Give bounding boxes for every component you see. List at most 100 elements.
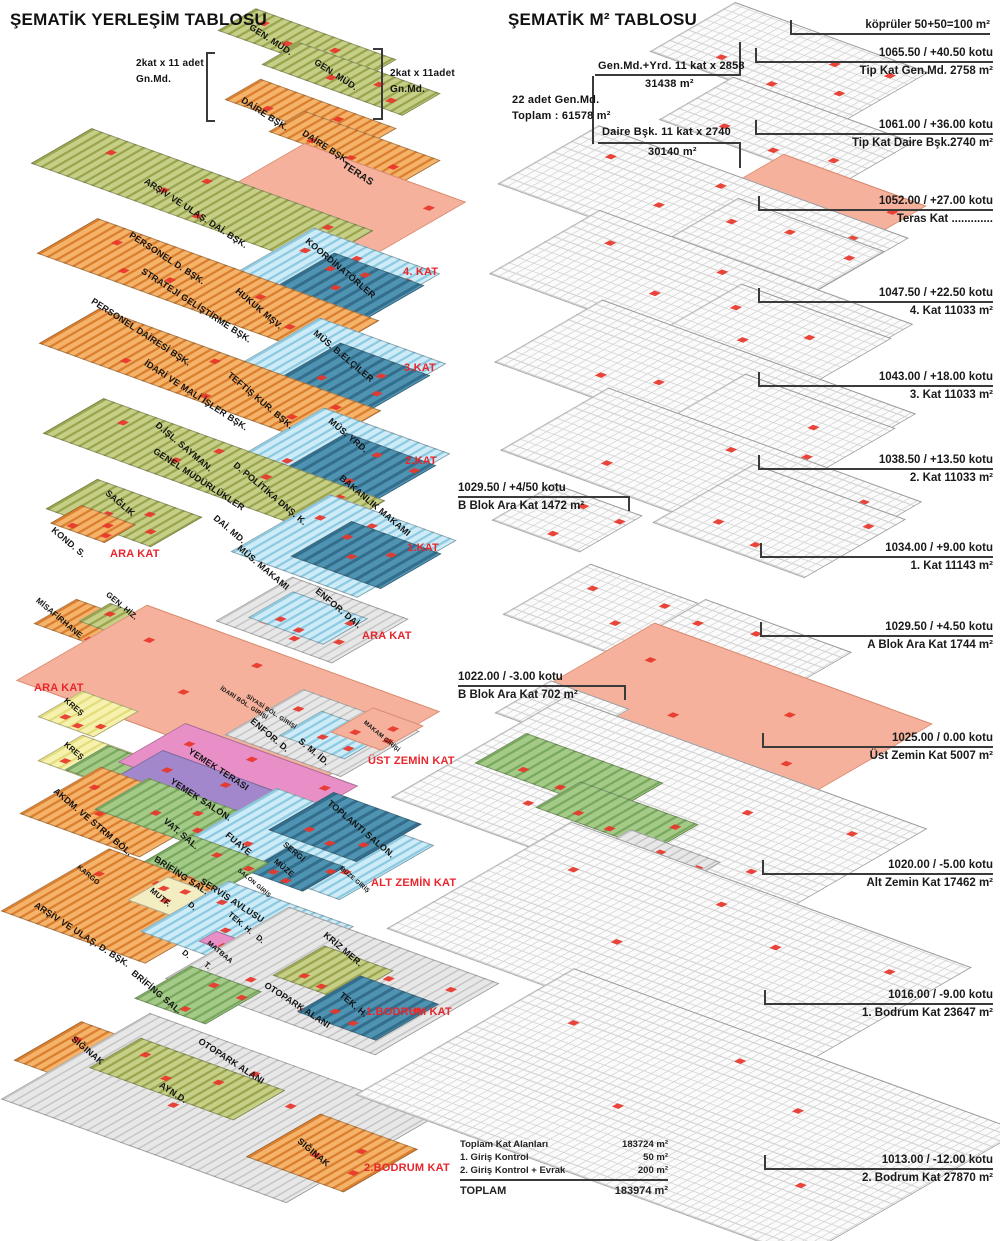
bracket-line bbox=[739, 42, 741, 76]
red-accent bbox=[567, 866, 580, 873]
red-accent bbox=[600, 459, 614, 466]
summary-table: Toplam Kat Alanları 183724 m² 1. Giriş Kon… bbox=[460, 1138, 668, 1199]
bracket-line bbox=[739, 142, 741, 168]
bracket-line bbox=[206, 52, 215, 54]
red-accent bbox=[741, 809, 754, 816]
level-callout: 1038.50 / +13.50 kotu 2. Kat 11033 m² bbox=[758, 453, 993, 485]
red-accent bbox=[101, 522, 114, 529]
red-accent bbox=[292, 627, 305, 633]
red-accent bbox=[769, 945, 782, 951]
red-accent bbox=[845, 831, 858, 837]
callout-elevation: 1065.50 / +40.50 kotu bbox=[878, 47, 993, 59]
red-accent bbox=[212, 1079, 225, 1086]
red-accent bbox=[116, 419, 129, 426]
callout-elevation: 1029.50 / +4.50 kotu bbox=[885, 621, 993, 633]
red-accent bbox=[715, 269, 728, 276]
red-accent bbox=[58, 758, 71, 764]
red-accent bbox=[370, 390, 383, 397]
level-callout: 1043.00 / +18.00 kotu 3. Kat 11033 m² bbox=[758, 370, 993, 402]
bracket-line bbox=[381, 48, 383, 120]
red-accent bbox=[712, 519, 725, 526]
red-accent bbox=[302, 826, 316, 833]
bracket-line bbox=[373, 118, 382, 120]
red-accent bbox=[329, 284, 342, 291]
level-callout: 1061.00 / +36.00 kotu Tip Kat Daire Bşk.2… bbox=[755, 118, 993, 150]
level-callout: 1020.00 / -5.00 kotu Alt Zemin Kat 17462 … bbox=[762, 858, 993, 890]
red-accent bbox=[372, 81, 386, 88]
plan-label: 2kat x 11adet bbox=[390, 68, 455, 79]
red-accent bbox=[346, 1170, 360, 1176]
callout-leader-line bbox=[764, 990, 993, 1005]
red-accent bbox=[653, 379, 666, 385]
level-label: 2.KAT bbox=[405, 455, 437, 467]
red-accent bbox=[804, 334, 817, 341]
plan-label: Toplam : 61578 m² bbox=[512, 110, 611, 122]
red-accent bbox=[594, 371, 608, 378]
callout-floor-name: B Blok Ara Kat 1472 m² bbox=[458, 500, 585, 512]
right-panel-title: ŞEMATİK M² TABLOSU bbox=[508, 10, 698, 29]
bracket-line bbox=[206, 120, 215, 122]
red-accent bbox=[387, 726, 400, 732]
bracket-line bbox=[373, 48, 382, 50]
summary-row: Toplam Kat Alanları 183724 m² bbox=[460, 1138, 668, 1151]
plan-label: Daire Bşk. 11 kat x 2740 bbox=[602, 126, 731, 138]
callout-elevation: 1038.50 / +13.50 kotu bbox=[878, 454, 993, 466]
red-accent bbox=[521, 800, 534, 807]
red-accent bbox=[644, 657, 657, 663]
red-accent bbox=[161, 766, 174, 773]
summary-row-label: Toplam Kat Alanları bbox=[460, 1139, 549, 1150]
red-accent bbox=[207, 982, 220, 988]
red-accent bbox=[669, 824, 682, 830]
bracket-line bbox=[598, 142, 741, 144]
red-accent bbox=[611, 1103, 624, 1110]
level-callout: 1022.00 / -3.00 kotu B Blok Ara Kat 702 m… bbox=[458, 670, 626, 702]
red-accent bbox=[571, 810, 584, 817]
red-accent bbox=[346, 1020, 359, 1027]
red-accent bbox=[649, 290, 662, 297]
red-accent bbox=[546, 530, 559, 537]
callout-elevation: 1020.00 / -5.00 kotu bbox=[888, 859, 993, 871]
callout-elevation: 1061.00 / +36.00 kotu bbox=[878, 119, 993, 131]
callout-elevation: 1013.00 / -12.00 kotu bbox=[881, 1154, 993, 1166]
red-accent bbox=[236, 994, 249, 1001]
red-accent bbox=[284, 1103, 297, 1110]
red-accent bbox=[314, 514, 327, 521]
red-accent bbox=[444, 987, 457, 993]
level-label: 1.BODRUM KAT bbox=[366, 1006, 452, 1018]
level-callout: 1034.00 / +9.00 kotu 1. Kat 11143 m² bbox=[760, 541, 993, 573]
red-accent bbox=[243, 865, 256, 872]
plan-label: Gen.Md.+Yrd. 11 kat x 2858 bbox=[598, 60, 745, 72]
callout-elevation: köprüler 50+50=100 m² bbox=[865, 19, 990, 31]
callout-elevation: 1047.50 / +22.50 kotu bbox=[878, 287, 993, 299]
callout-floor-name: 2. Bodrum Kat 27870 m² bbox=[861, 1172, 993, 1184]
red-accent bbox=[724, 447, 738, 453]
callout-floor-name: Üst Zemin Kat 5007 m² bbox=[869, 750, 993, 762]
red-accent bbox=[251, 662, 264, 669]
red-accent bbox=[783, 712, 797, 718]
red-accent bbox=[314, 374, 328, 381]
red-accent bbox=[808, 424, 821, 431]
level-callout: 1025.00 / 0.00 kotu Üst Zemin Kat 5007 m² bbox=[762, 731, 993, 763]
red-accent bbox=[783, 229, 796, 236]
red-accent bbox=[358, 842, 371, 848]
red-accent bbox=[744, 868, 758, 875]
red-accent bbox=[150, 810, 163, 816]
callout-elevation: 1016.00 / -9.00 kotu bbox=[888, 989, 993, 1001]
red-accent bbox=[342, 745, 355, 752]
level-label: ARA KAT bbox=[362, 630, 412, 642]
callout-elevation: 1043.00 / +18.00 kotu bbox=[878, 371, 993, 383]
callout-leader-line bbox=[755, 120, 993, 135]
red-accent bbox=[71, 722, 84, 729]
red-accent bbox=[208, 358, 221, 365]
red-accent bbox=[67, 522, 80, 529]
level-callout: köprüler 50+50=100 m² bbox=[790, 18, 990, 36]
red-accent bbox=[318, 785, 331, 792]
red-accent bbox=[349, 729, 362, 736]
level-label: ARA KAT bbox=[110, 548, 160, 560]
red-accent bbox=[298, 972, 312, 979]
plan-label: 22 adet Gen.Md. bbox=[512, 94, 600, 106]
bracket-line bbox=[592, 76, 594, 144]
callout-leader-line bbox=[758, 455, 993, 470]
red-accent bbox=[144, 529, 157, 535]
red-accent bbox=[200, 178, 213, 185]
